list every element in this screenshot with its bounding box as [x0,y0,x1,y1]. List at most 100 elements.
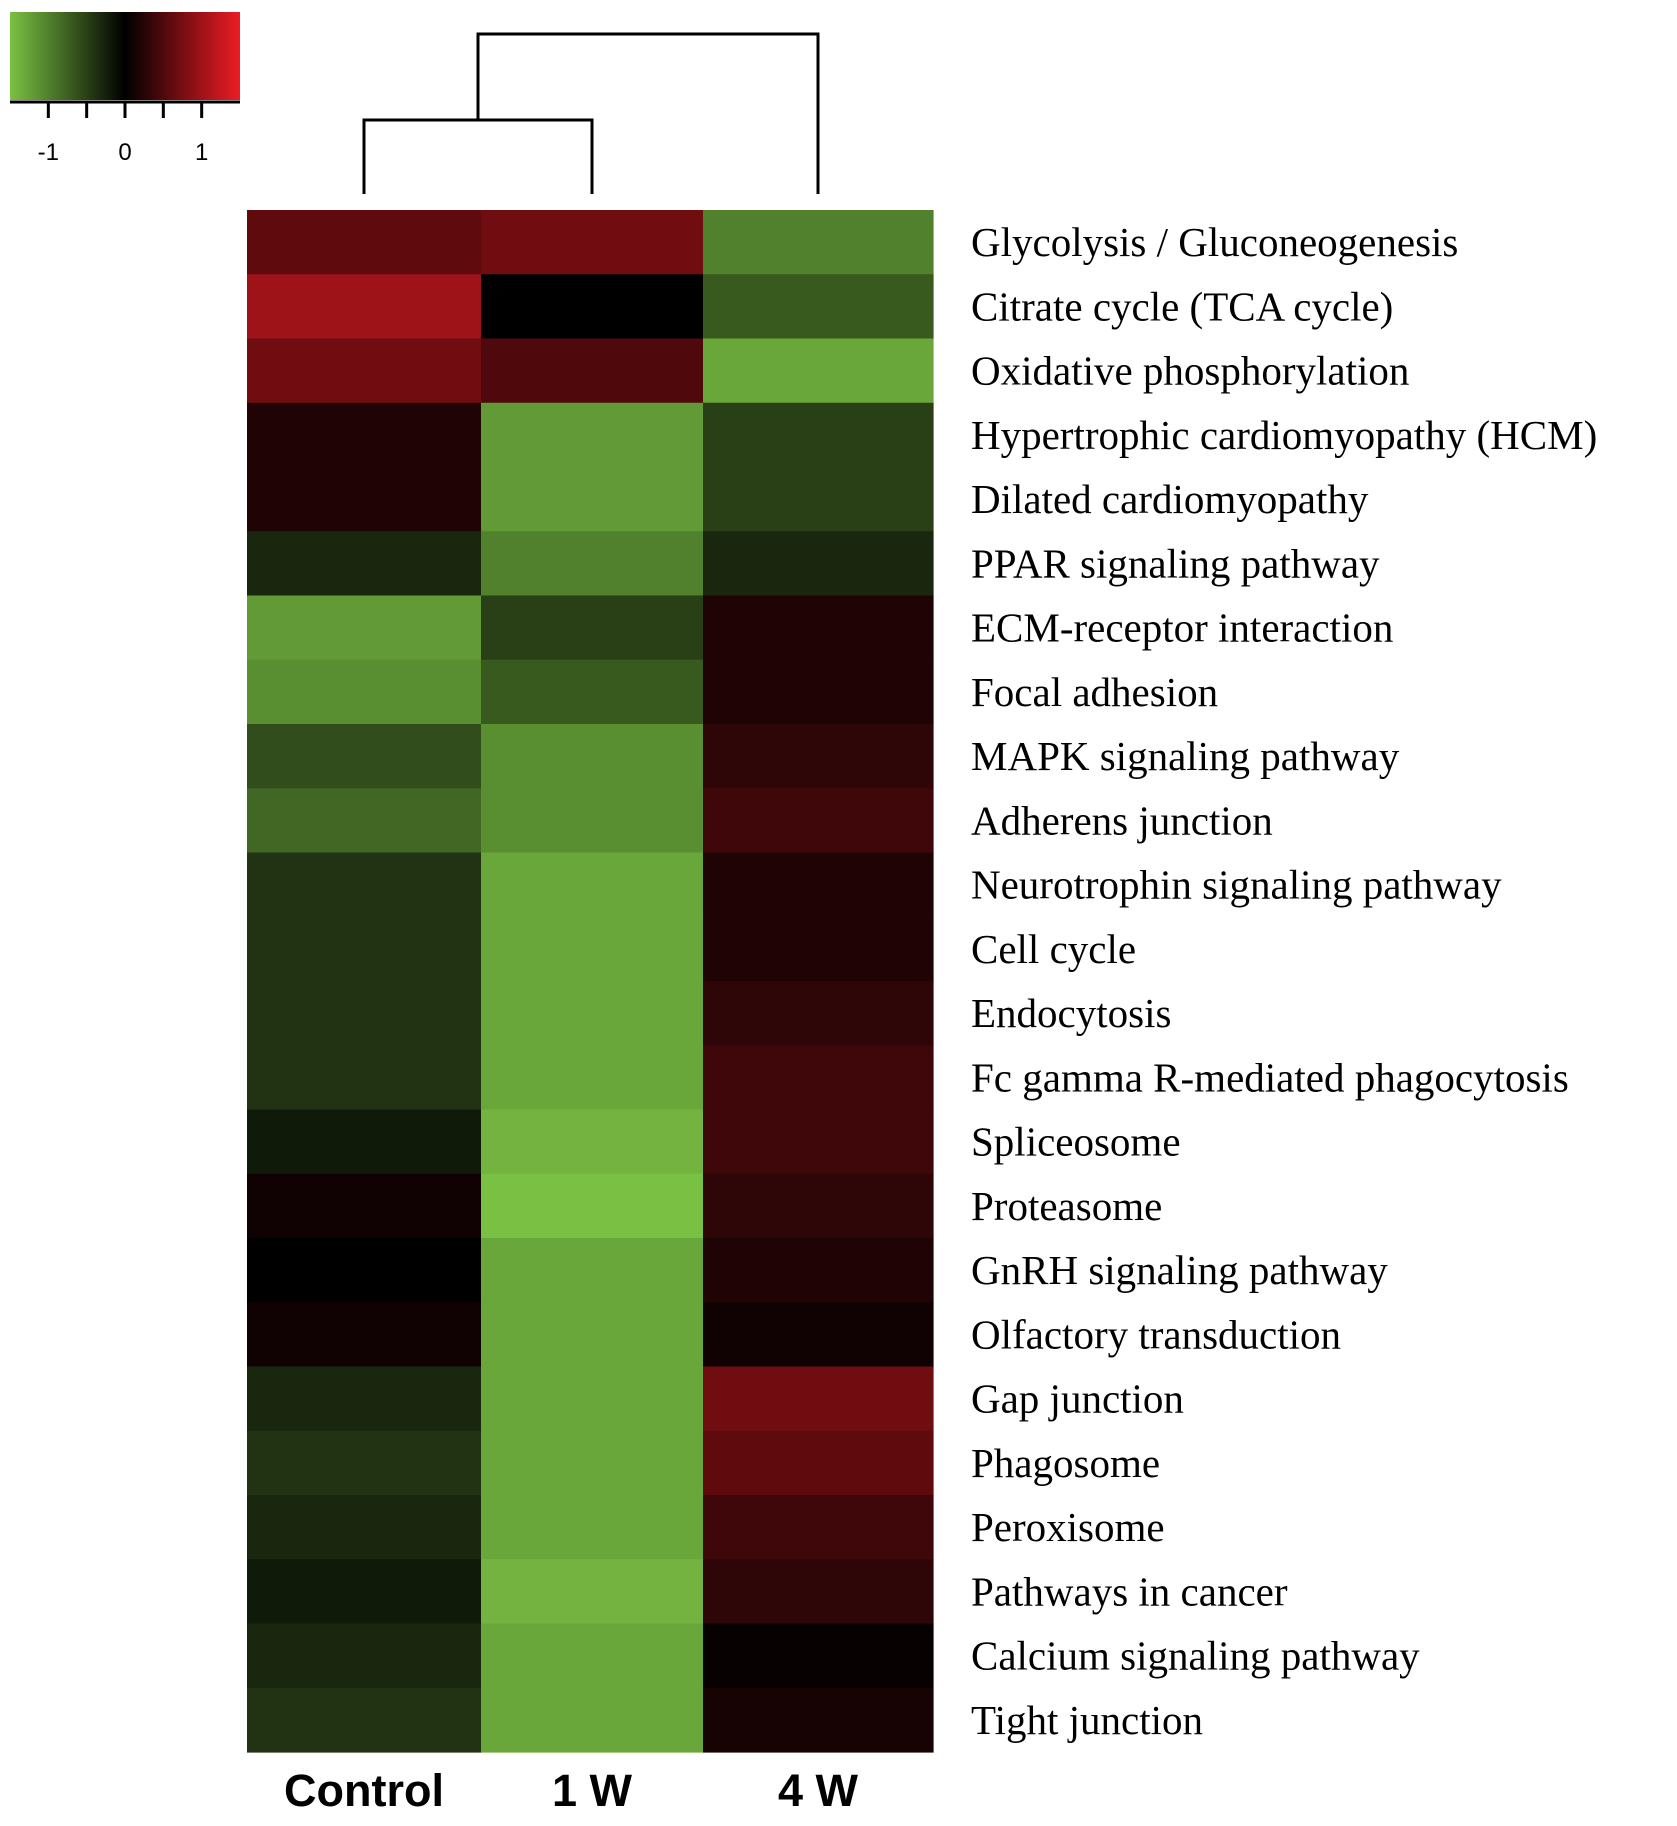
heatmap-cell [481,274,704,340]
column-label: Control [284,1765,444,1816]
row-label: Proteasome [971,1183,1162,1229]
heatmap-cell [247,659,482,725]
heatmap-cell [247,274,482,340]
heatmap-cell [247,1366,482,1432]
row-labels: Glycolysis / Gluconeogenesis Citrate cycl… [971,219,1597,1743]
heatmap-cell [247,1173,482,1239]
row-label: Oxidative phosphorylation [971,348,1409,394]
row-label: Cell cycle [971,926,1136,972]
heatmap-cell [703,1687,934,1753]
color-scale-tick-label: 0 [118,139,131,166]
heatmap-cell [703,531,934,597]
heatmap-cell [703,338,934,404]
column-label: 4 W [778,1765,859,1816]
heatmap-cell [481,1366,704,1432]
heatmap-cell [247,1238,482,1303]
dendrogram-branch [362,118,594,194]
column-dendrogram [362,32,820,194]
heatmap-cell [703,724,934,789]
heatmap-cell [247,1623,482,1689]
heatmap-cell [247,852,482,918]
color-scale-legend: -1 0 1 [10,12,240,166]
heatmap-cell [703,1559,934,1625]
row-label: Dilated cardiomyopathy [971,476,1369,522]
heatmap-cell [481,402,704,468]
heatmap-cell [247,1430,482,1496]
row-label: Phagosome [971,1440,1160,1486]
color-scale-bar [10,12,240,100]
row-label: Adherens junction [971,797,1273,843]
row-label: ECM-receptor interaction [971,605,1393,651]
row-label: Glycolysis / Gluconeogenesis [971,219,1458,265]
column-labels: Control 1 W 4 W [284,1765,859,1816]
heatmap-cell [481,1238,704,1303]
heatmap-cell [481,1302,704,1368]
heatmap-cell [247,788,482,854]
heatmap-cell [247,210,482,275]
heatmap-cell [703,467,934,532]
heatmap-cell [247,1495,482,1560]
heatmap-cell [481,595,704,661]
heatmap-cell [247,916,482,982]
heatmap-cell [481,338,704,404]
heatmap-cell [247,402,482,468]
heatmap-cell [247,981,482,1046]
row-label: Olfactory transduction [971,1311,1341,1357]
heatmap-cell [703,916,934,982]
heatmap-cell [247,1302,482,1368]
heatmap-cell [703,1430,934,1496]
heatmap-cell [481,531,704,597]
heatmap-cell [703,1495,934,1560]
heatmap-cell [703,1045,934,1111]
heatmap-cell [481,1109,704,1175]
heatmap-cell [703,210,934,275]
heatmap-cell [247,338,482,404]
row-label: Citrate cycle (TCA cycle) [971,283,1393,329]
heatmap-cell [481,1687,704,1753]
row-label: Focal adhesion [971,669,1218,715]
heatmap-cell [481,1623,704,1689]
row-label: MAPK signaling pathway [971,733,1400,779]
heatmap-cell [703,852,934,918]
heatmap-cell [703,595,934,661]
heatmap-cell [481,981,704,1046]
heatmap-cell [481,1173,704,1239]
column-label: 1 W [552,1765,633,1816]
row-label: Pathways in cancer [971,1568,1288,1614]
heatmap-cell [247,1045,482,1111]
heatmap-cell [703,1623,934,1689]
row-label: Tight junction [971,1697,1203,1743]
heatmap-cell [481,724,704,789]
row-label: Hypertrophic cardiomyopathy (HCM) [971,412,1597,458]
heatmap-cell [481,467,704,532]
heatmap-cell [703,1173,934,1239]
heatmap-cell [247,595,482,661]
heatmap-cell [703,1238,934,1303]
heatmap-cell [481,788,704,854]
heatmap-cell [481,852,704,918]
heatmap-cell [703,788,934,854]
heatmap-cell [247,724,482,789]
heatmap-cells [247,210,934,1753]
row-label: Gap junction [971,1376,1184,1422]
heatmap-cell [481,659,704,725]
color-scale-tick-label: 1 [195,139,208,166]
heatmap-cell [481,210,704,275]
heatmap-cell [703,402,934,468]
heatmap-cell [481,1045,704,1111]
heatmap-cell [481,1559,704,1625]
row-label: Peroxisome [971,1504,1165,1550]
heatmap-cell [481,916,704,982]
dendrogram-branch [476,32,820,194]
heatmap-cell [247,467,482,532]
row-label: PPAR signaling pathway [971,540,1380,586]
heatmap-cell [247,1559,482,1625]
row-label: Calcium signaling pathway [971,1633,1420,1679]
heatmap-cell [481,1430,704,1496]
heatmap-cell [703,981,934,1046]
heatmap-cell [247,1109,482,1175]
color-scale-tick-label: -1 [38,139,59,166]
heatmap-cell [703,1109,934,1175]
row-label: GnRH signaling pathway [971,1247,1388,1293]
